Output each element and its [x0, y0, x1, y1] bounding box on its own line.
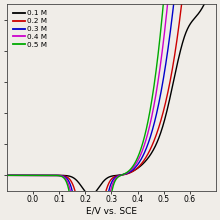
0.3 M: [6, 174, 8, 177]
0.4 M: [160, 54, 163, 57]
Line: 0.3 M: 0.3 M: [7, 0, 211, 220]
0.1 M: [6, 174, 8, 177]
0.4 M: [124, 172, 127, 175]
0.5 M: [160, 20, 163, 22]
0.3 M: [160, 87, 163, 90]
Line: 0.2 M: 0.2 M: [7, 0, 211, 220]
0.5 M: [18, 174, 21, 177]
Line: 0.1 M: 0.1 M: [7, 0, 211, 195]
0.3 M: [18, 174, 21, 177]
0.1 M: [89, 194, 92, 196]
0.3 M: [136, 164, 138, 167]
X-axis label: E/V vs. SCE: E/V vs. SCE: [86, 207, 137, 216]
0.1 M: [160, 128, 163, 131]
0.2 M: [18, 174, 21, 177]
0.2 M: [160, 116, 163, 119]
Legend: 0.1 M, 0.2 M, 0.3 M, 0.4 M, 0.5 M: 0.1 M, 0.2 M, 0.3 M, 0.4 M, 0.5 M: [13, 10, 48, 49]
0.5 M: [124, 172, 127, 175]
0.5 M: [6, 174, 8, 177]
0.1 M: [18, 174, 21, 177]
Line: 0.4 M: 0.4 M: [7, 0, 211, 220]
0.2 M: [130, 171, 132, 174]
0.4 M: [130, 169, 132, 171]
0.2 M: [6, 174, 8, 177]
0.2 M: [136, 167, 138, 170]
0.2 M: [124, 173, 127, 176]
0.5 M: [130, 168, 132, 170]
0.1 M: [136, 167, 138, 170]
0.4 M: [136, 161, 138, 163]
0.5 M: [136, 158, 138, 160]
0.3 M: [130, 170, 132, 173]
0.1 M: [181, 41, 184, 44]
0.3 M: [124, 173, 127, 175]
0.1 M: [130, 171, 132, 174]
Line: 0.5 M: 0.5 M: [7, 0, 211, 220]
0.4 M: [6, 174, 8, 177]
0.1 M: [124, 173, 127, 175]
0.4 M: [18, 174, 21, 177]
